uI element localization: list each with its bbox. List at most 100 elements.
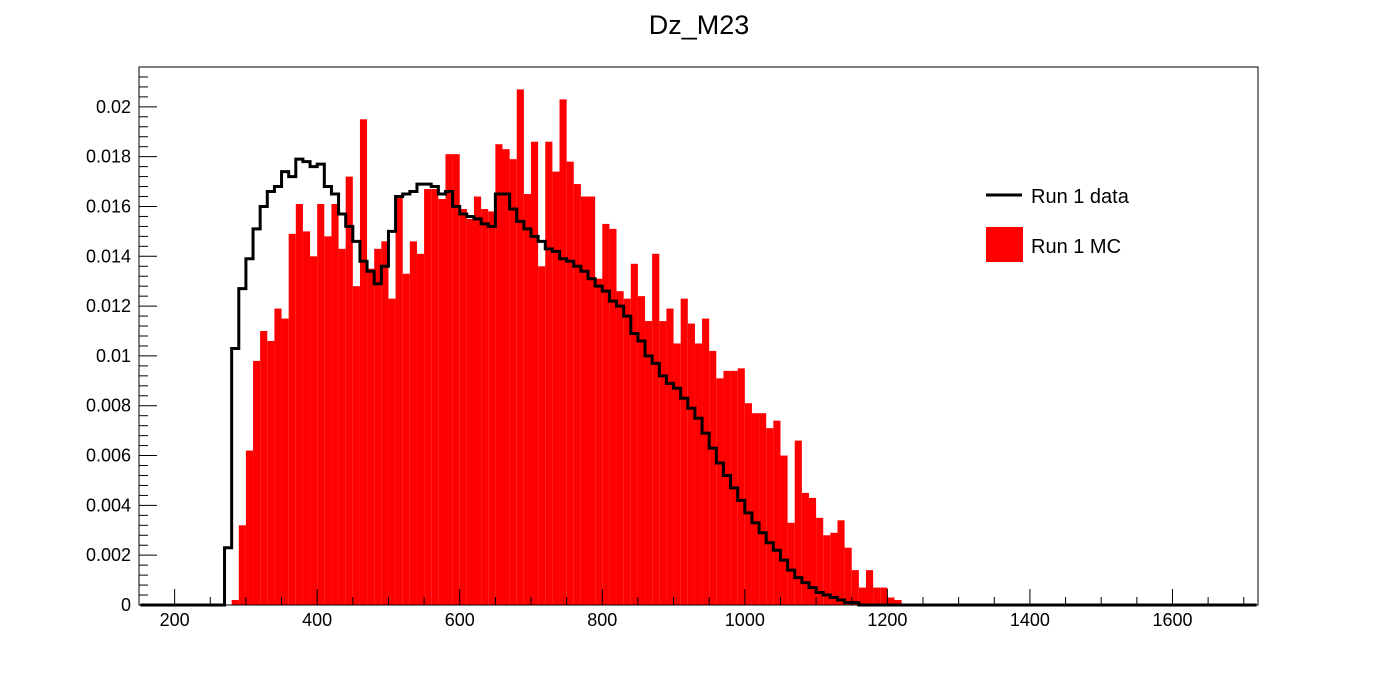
mc-bar: [588, 196, 596, 605]
mc-bar: [260, 331, 268, 605]
mc-bar: [816, 517, 824, 605]
mc-bar: [580, 196, 589, 605]
mc-bar: [545, 141, 553, 605]
mc-bar: [295, 203, 303, 606]
mc-bar: [559, 99, 567, 605]
x-tick-label: 400: [302, 610, 332, 630]
mc-bar: [645, 321, 653, 605]
x-tick-label: 1600: [1152, 610, 1192, 630]
mc-bar: [773, 420, 781, 605]
mc-bar: [680, 298, 688, 605]
y-tick-label: 0.02: [96, 97, 131, 117]
mc-bar: [652, 253, 660, 606]
mc-bar: [352, 286, 360, 605]
mc-bar: [331, 203, 339, 606]
legend: Run 1 data Run 1 MC: [986, 186, 1130, 262]
mc-bar: [873, 587, 881, 605]
legend-swatch-mc: [986, 227, 1023, 262]
mc-histogram-bars: [231, 89, 902, 606]
mc-bar: [445, 154, 453, 606]
mc-bar: [552, 171, 560, 605]
mc-bar: [424, 189, 432, 605]
mc-bar: [459, 208, 467, 605]
mc-bar: [709, 350, 717, 605]
mc-bar: [716, 378, 724, 605]
mc-bar: [844, 547, 852, 605]
mc-bar: [887, 597, 895, 605]
mc-bar: [238, 525, 246, 605]
mc-bar: [880, 587, 888, 605]
mc-bar: [659, 321, 667, 605]
legend-label-mc: Run 1 MC: [1031, 236, 1121, 258]
mc-bar: [538, 266, 546, 605]
mc-bar: [274, 308, 282, 605]
y-tick-label: 0.016: [86, 196, 131, 216]
mc-bar: [894, 600, 902, 605]
mc-bar: [865, 570, 874, 605]
data-step-line: [140, 157, 1257, 607]
mc-bar: [637, 296, 646, 605]
mc-bar: [808, 497, 817, 605]
mc-bar: [431, 189, 439, 605]
mc-bar: [759, 413, 767, 605]
mc-bar: [766, 428, 774, 605]
mc-bar: [509, 159, 517, 605]
mc-bar: [488, 211, 496, 606]
mc-bar: [595, 278, 603, 605]
y-tick-label: 0.012: [86, 296, 131, 316]
y-tick-label: 0.002: [86, 545, 131, 565]
mc-bar: [502, 149, 510, 605]
mc-bar: [395, 196, 403, 605]
mc-bar: [495, 144, 503, 606]
mc-bar: [573, 184, 581, 605]
x-tick-label: 200: [160, 610, 190, 630]
x-axis: 200 400 600 800 1000 1200 1400 1600: [138, 589, 1245, 630]
y-tick-label: 0.014: [86, 246, 131, 266]
mc-bar: [409, 241, 417, 605]
mc-bar: [780, 455, 788, 605]
chart-title: Dz_M23: [649, 10, 750, 40]
mc-bar: [723, 370, 731, 605]
mc-bar: [345, 176, 353, 605]
mc-bar: [737, 368, 745, 605]
mc-bar: [801, 492, 809, 605]
legend-label-data: Run 1 data: [1031, 186, 1130, 208]
mc-bar: [516, 89, 524, 605]
mc-bar: [231, 600, 239, 605]
mc-bar: [751, 413, 760, 605]
y-axis: 0 0.002 0.004 0.006 0.008 0.01 0.012 0.014 0.016…: [86, 66, 157, 615]
mc-bar: [388, 298, 396, 605]
mc-bar: [851, 570, 859, 605]
mc-bar: [837, 520, 845, 605]
mc-bar: [438, 199, 446, 605]
mc-bar: [381, 241, 389, 605]
mc-bar: [673, 343, 681, 605]
y-tick-label: 0.018: [86, 147, 131, 167]
mc-bar: [452, 154, 460, 606]
x-tick-label: 1000: [725, 610, 765, 630]
mc-bar: [245, 450, 254, 605]
mc-bar: [367, 268, 375, 605]
x-tick-label: 800: [587, 610, 617, 630]
mc-bar: [744, 403, 752, 605]
x-tick-label: 1400: [1010, 610, 1050, 630]
mc-bar: [666, 308, 674, 605]
mc-bar: [531, 141, 539, 605]
mc-bar: [288, 233, 296, 605]
mc-bar: [702, 318, 710, 605]
mc-bar: [310, 256, 318, 605]
y-tick-label: 0: [121, 595, 131, 615]
mc-bar: [267, 340, 275, 605]
mc-bar: [253, 360, 261, 605]
mc-bar: [623, 298, 631, 605]
mc-bar: [630, 263, 638, 605]
mc-bar: [523, 194, 532, 605]
mc-bar: [694, 343, 703, 605]
mc-bar: [473, 196, 482, 605]
x-tick-label: 600: [445, 610, 475, 630]
mc-bar: [858, 587, 866, 605]
y-tick-label: 0.004: [86, 495, 131, 515]
mc-bar: [566, 161, 574, 606]
y-tick-label: 0.008: [86, 396, 131, 416]
